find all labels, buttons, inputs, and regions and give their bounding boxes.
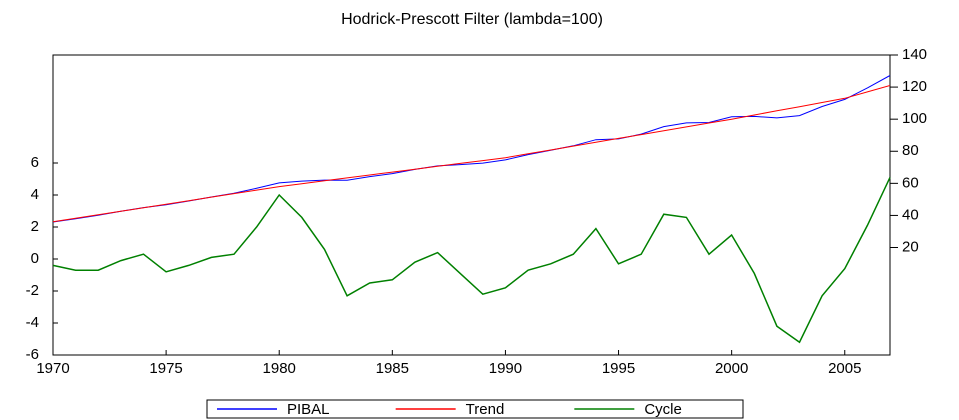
x-tick-label: 1995 bbox=[602, 360, 635, 377]
x-tick-label: 1980 bbox=[263, 360, 296, 377]
legend-label: Cycle bbox=[644, 401, 682, 418]
y-tick-label: -2 bbox=[26, 282, 39, 299]
y2-tick-label: 100 bbox=[902, 110, 927, 127]
x-tick-label: 1975 bbox=[149, 360, 182, 377]
y2-tick-label: 20 bbox=[902, 238, 919, 255]
series-line bbox=[52, 85, 891, 223]
y2-tick-label: 40 bbox=[902, 206, 919, 223]
legend-box bbox=[206, 399, 744, 419]
y2-tick-label: 140 bbox=[902, 46, 927, 63]
x-tick-label: 1990 bbox=[489, 360, 522, 377]
legend-label: PIBAL bbox=[287, 401, 330, 418]
plot-frame bbox=[52, 54, 891, 356]
y-tick-label: 4 bbox=[31, 186, 39, 203]
y2-tick-label: 80 bbox=[902, 142, 919, 159]
chart-title: Hodrick-Prescott Filter (lambda=100) bbox=[341, 11, 603, 28]
y2-tick-label: 120 bbox=[902, 78, 927, 95]
series-line bbox=[52, 177, 891, 344]
y-tick-label: 6 bbox=[31, 154, 39, 171]
y-tick-label: 0 bbox=[31, 250, 39, 267]
x-tick-label: 2000 bbox=[715, 360, 748, 377]
y2-tick-label: 60 bbox=[902, 174, 919, 191]
series-line bbox=[52, 75, 891, 223]
legend-label: Trend bbox=[466, 401, 505, 418]
x-tick-label: 1985 bbox=[376, 360, 409, 377]
y-tick-label: -4 bbox=[26, 314, 39, 331]
y-tick-label: 2 bbox=[31, 218, 39, 235]
x-tick-label: 1970 bbox=[36, 360, 69, 377]
x-tick-label: 2005 bbox=[828, 360, 861, 377]
y-tick-label: -6 bbox=[26, 346, 39, 363]
